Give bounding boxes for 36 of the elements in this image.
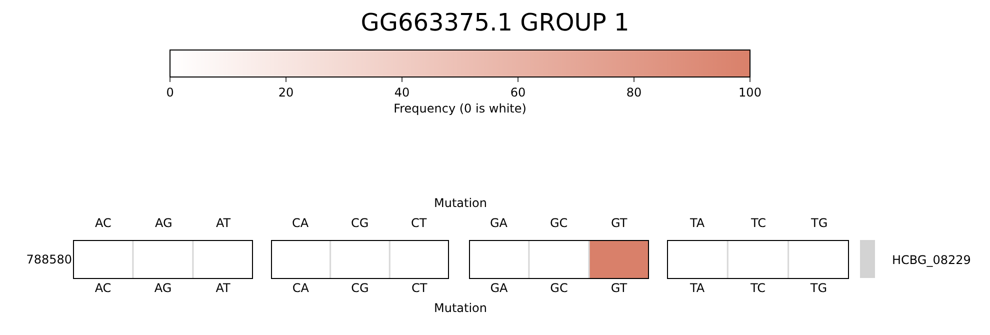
x-tick-label: TC	[750, 216, 766, 230]
x-tick-label: GA	[490, 216, 508, 230]
color-bar-label: 80	[626, 85, 642, 100]
x-tick-label: CG	[351, 216, 369, 230]
color-bar-label: 0	[166, 85, 174, 100]
x-tick-label: GT	[611, 216, 628, 230]
x-tick-label: AG	[155, 216, 172, 230]
color-bar-title: Frequency (0 is white)	[394, 101, 526, 116]
chart-title: GG663375.1 GROUP 1	[360, 8, 630, 36]
category-label: TA	[690, 281, 705, 295]
category-label: TG	[810, 281, 827, 295]
category-label: CA	[292, 281, 309, 295]
x-tick-label: TA	[689, 216, 706, 230]
color-bar-label: 60	[510, 85, 526, 100]
category-label: AT	[216, 281, 230, 295]
category-label: AG	[154, 281, 172, 295]
x-tick-label: CT	[411, 216, 428, 230]
x-tick-label: AT	[216, 216, 232, 230]
color-bar-label: 100	[738, 85, 762, 100]
category-label: AC	[94, 281, 112, 295]
x-tick-label: TG	[810, 216, 828, 230]
x-tick-label: AC	[95, 216, 112, 230]
x-tick-label: CA	[292, 216, 310, 230]
category-label: CT	[411, 281, 428, 295]
x-tick-label: GC	[550, 216, 568, 230]
color-bar-label: 20	[278, 85, 294, 100]
text: Mutation	[434, 196, 488, 210]
category-label: GT	[610, 281, 628, 295]
category-label: GC	[550, 281, 568, 295]
category-label: TC	[750, 281, 766, 295]
y2-tick-label: HCBG_08229	[892, 253, 971, 267]
x-axis-title: Mutation	[434, 301, 488, 315]
category-label: GA	[490, 281, 508, 295]
category-label: CG	[351, 281, 369, 295]
color-bar-label: 40	[394, 85, 410, 100]
y-tick-label: 788580	[26, 252, 72, 267]
